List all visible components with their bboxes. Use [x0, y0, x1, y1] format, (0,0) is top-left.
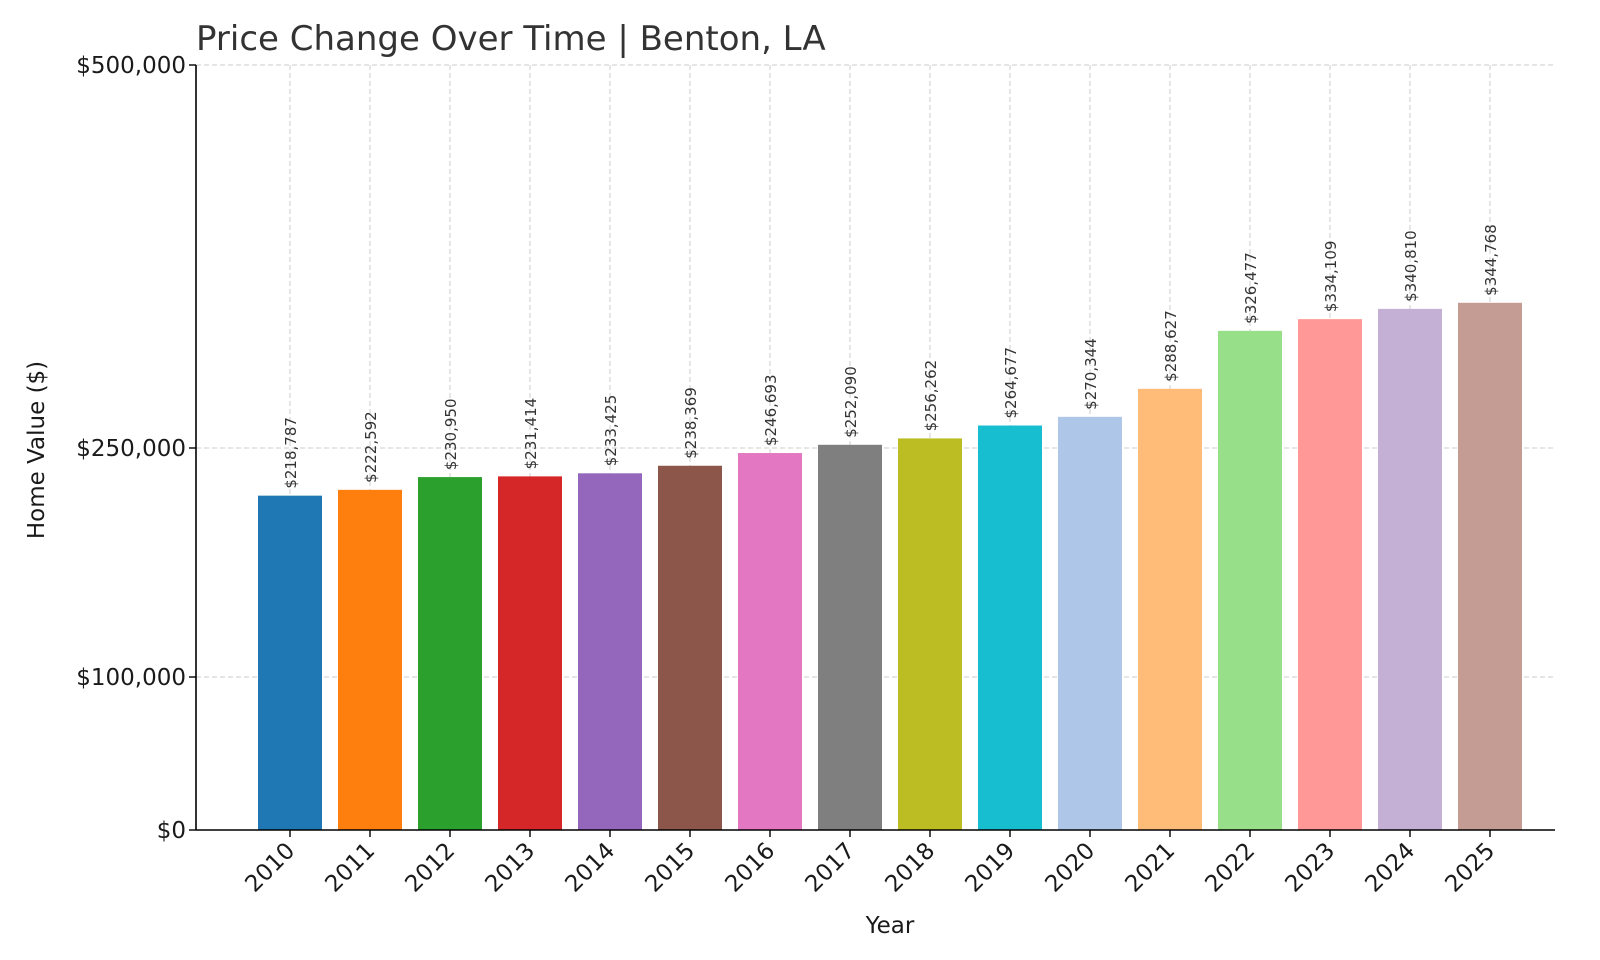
data-label-2022: $326,477 [1242, 252, 1260, 324]
bar-2010 [258, 495, 322, 830]
bar-2020 [1058, 416, 1122, 830]
data-label-2021: $288,627 [1162, 310, 1180, 382]
bar-2021 [1138, 388, 1202, 830]
data-label-2012: $230,950 [442, 399, 460, 471]
bar-2024 [1378, 308, 1442, 830]
data-label-2017: $252,090 [842, 366, 860, 438]
bar-layer [258, 302, 1522, 830]
bar-2018 [898, 438, 962, 830]
x-tick-label: 2012 [400, 838, 460, 898]
x-tick-label: 2020 [1040, 838, 1100, 898]
bar-2012 [418, 477, 482, 830]
x-tick-label: 2018 [880, 838, 940, 898]
data-label-2016: $246,693 [762, 374, 780, 446]
y-tick-label: $100,000 [76, 665, 186, 691]
x-tick-label: 2016 [720, 838, 780, 898]
data-label-2015: $238,369 [682, 387, 700, 459]
axis-layer [189, 64, 1555, 837]
data-label-2020: $270,344 [1082, 338, 1100, 410]
y-tick-label: $500,000 [76, 53, 186, 79]
bar-2015 [658, 465, 722, 830]
data-label-2011: $222,592 [362, 411, 380, 483]
x-tick-label: 2024 [1360, 838, 1420, 898]
data-label-2025: $344,768 [1482, 224, 1500, 296]
x-tick-label: 2022 [1200, 838, 1260, 898]
bar-2013 [498, 476, 562, 830]
bar-2016 [738, 453, 802, 830]
x-tick-label: 2021 [1120, 838, 1180, 898]
x-tick-label: 2019 [960, 838, 1020, 898]
x-axis-title: Year [865, 913, 915, 939]
data-label-2010: $218,787 [282, 417, 300, 489]
x-tick-label: 2010 [240, 838, 300, 898]
x-tick-label: 2017 [800, 838, 860, 898]
y-tick-label: $0 [157, 818, 186, 844]
y-axis-title: Home Value ($) [24, 361, 50, 539]
y-tick-label: $250,000 [76, 436, 186, 462]
x-tick-label: 2015 [640, 838, 700, 898]
data-label-2018: $256,262 [922, 360, 940, 432]
data-label-2023: $334,109 [1322, 241, 1340, 313]
bar-2025 [1458, 302, 1522, 830]
data-label-2024: $340,810 [1402, 230, 1420, 302]
x-tick-label: 2011 [320, 838, 380, 898]
x-tick-label: 2014 [560, 838, 620, 898]
data-label-2013: $231,414 [522, 398, 540, 470]
x-tick-label: 2023 [1280, 838, 1340, 898]
bar-2014 [578, 473, 642, 830]
chart-title: Price Change Over Time | Benton, LA [196, 19, 826, 59]
data-label-2019: $264,677 [1002, 347, 1020, 419]
bar-2023 [1298, 319, 1362, 830]
data-label-2014: $233,425 [602, 395, 620, 467]
bar-2011 [338, 489, 402, 830]
bar-2019 [978, 425, 1042, 830]
bar-2022 [1218, 330, 1282, 830]
x-tick-label: 2013 [480, 838, 540, 898]
x-tick-label: 2025 [1440, 838, 1500, 898]
bar-2017 [818, 444, 882, 830]
